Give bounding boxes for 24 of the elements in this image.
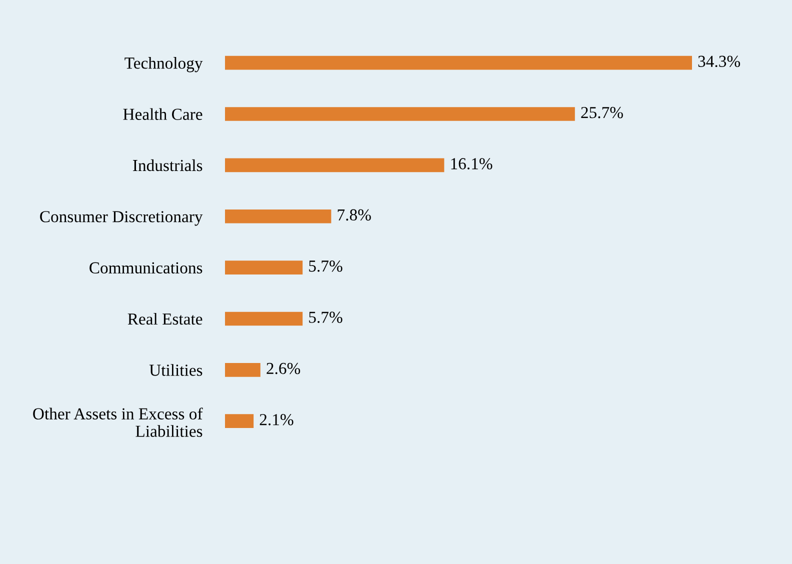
y-tick-label: Industrials [133, 159, 202, 172]
data-label: 2.6% [266, 362, 300, 374]
y-tick-label: Consumer Discretionary [40, 211, 203, 226]
data-label: 25.7% [581, 106, 623, 118]
bar [225, 158, 444, 172]
bar [225, 312, 303, 326]
y-tick-label: Health Care [123, 108, 202, 120]
bar [225, 56, 692, 70]
data-label: 5.7% [309, 260, 342, 272]
bar [225, 260, 303, 274]
bar [225, 363, 260, 377]
bar [225, 107, 575, 121]
y-tick-label: Technology [124, 57, 203, 72]
y-tick-label: Utilities [149, 364, 202, 376]
data-label: 16.1% [451, 158, 492, 170]
y-tick-label: Other Assets in Excess of Liabilities [33, 408, 203, 437]
data-label: 7.8% [338, 209, 371, 221]
data-label: 2.1% [260, 414, 294, 426]
y-tick-label: Communications [90, 262, 202, 274]
y-tick-label: Real Estate [128, 312, 202, 325]
data-label: 34.3% [698, 56, 740, 68]
data-label: 5.7% [309, 312, 342, 323]
bar [225, 209, 332, 224]
bar [225, 414, 254, 428]
